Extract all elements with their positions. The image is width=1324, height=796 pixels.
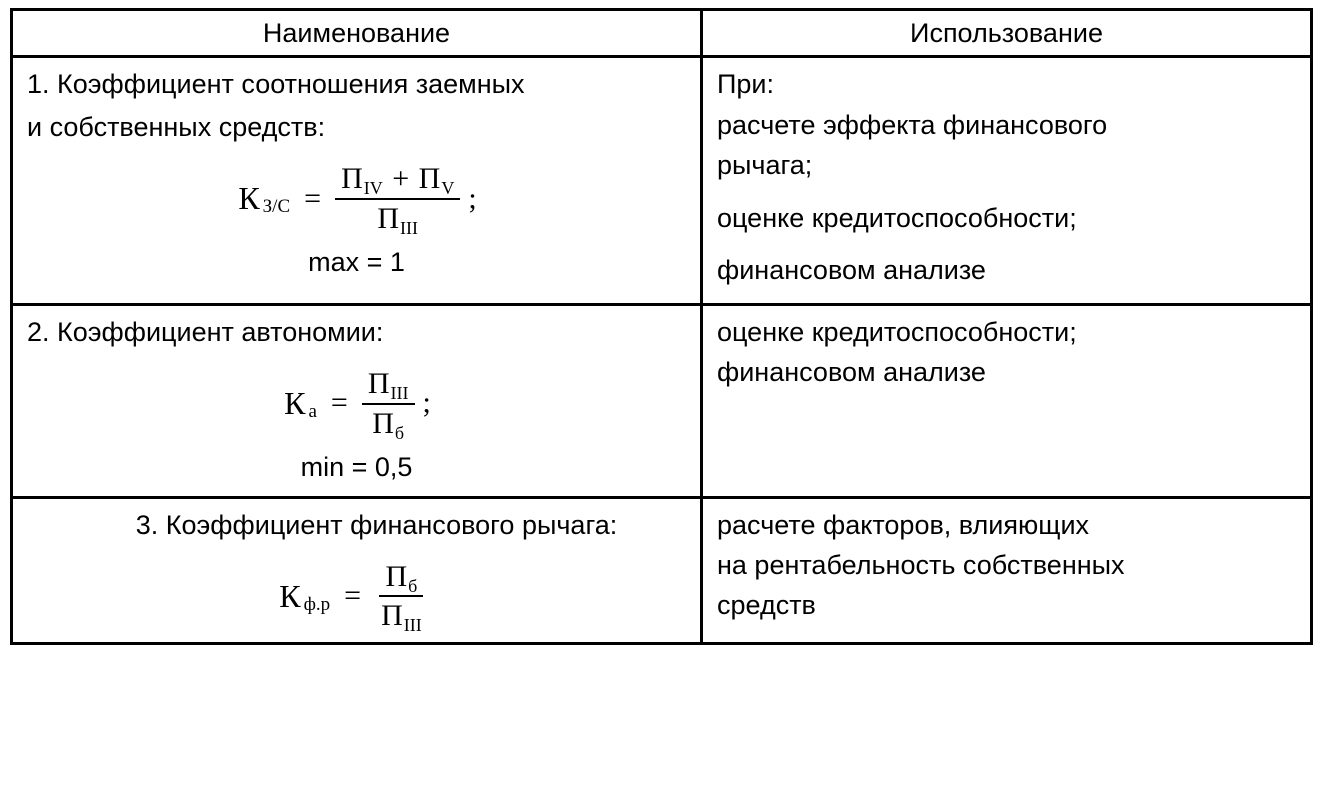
usage-line: оценке кредитоспособности; [717, 314, 1296, 350]
usage-line: расчете эффекта финансового [717, 107, 1296, 143]
cell-usage: оценке кредитоспособности; финансовом ан… [702, 304, 1312, 497]
equals-sign: = [344, 576, 361, 617]
constraint: min = 0,5 [27, 449, 686, 485]
row-title: и собственных средств: [27, 109, 686, 145]
formula-lhs-symbol: К [277, 575, 302, 618]
usage-line: рычага; [717, 147, 1296, 183]
num-t2-sub: V [441, 178, 454, 198]
row-title: 3. Коэффициент финансового рычага: [27, 507, 686, 543]
col-header-usage: Использование [702, 10, 1312, 57]
formula-trailing: ; [423, 383, 431, 424]
fraction: ПIV + ПV ПIII [335, 163, 460, 234]
num-t1-sub: IV [364, 178, 383, 198]
den-base: П [377, 202, 399, 235]
cell-name: 1. Коэффициент соотношения заемных и соб… [12, 57, 702, 304]
num-op: + [390, 162, 411, 195]
table-row: 2. Коэффициент автономии: Ка = ПIII Пб [12, 304, 1312, 497]
table-header-row: Наименование Использование [12, 10, 1312, 57]
table-row: 1. Коэффициент соотношения заемных и соб… [12, 57, 1312, 304]
formula: КЗ/С = ПIV + ПV ПIII ; [27, 163, 686, 234]
formula: Кф.р = Пб ПIII [27, 561, 686, 632]
fraction: Пб ПIII [375, 561, 428, 632]
fraction: ПIII Пб [362, 368, 415, 439]
cell-name: 2. Коэффициент автономии: Ка = ПIII Пб [12, 304, 702, 497]
num-sub: б [408, 576, 417, 596]
equals-sign: = [304, 179, 321, 220]
formula-lhs-symbol: К [282, 382, 307, 425]
cell-usage: При: расчете эффекта финансового рычага;… [702, 57, 1312, 304]
den-sub: б [395, 423, 404, 443]
usage-line: расчете факторов, влияющих [717, 507, 1296, 543]
row-title-text: 3. Коэффициент финансового рычага: [136, 510, 617, 540]
num-base: П [385, 560, 407, 593]
equals-sign: = [331, 383, 348, 424]
coefficients-table: Наименование Использование 1. Коэффициен… [10, 8, 1313, 645]
num-t1-base: П [341, 162, 363, 195]
usage-line: средств [717, 587, 1296, 623]
den-sub: III [400, 218, 418, 238]
formula-lhs-subscript: ф.р [304, 592, 331, 618]
formula-trailing: ; [468, 179, 476, 220]
formula-lhs-subscript: З/С [263, 194, 290, 220]
cell-name: 3. Коэффициент финансового рычага: Кф.р … [12, 497, 702, 643]
num-t2-base: П [419, 162, 441, 195]
constraint: max = 1 [27, 244, 686, 280]
formula: Ка = ПIII Пб ; [27, 368, 686, 439]
col-header-name: Наименование [12, 10, 702, 57]
den-base: П [372, 407, 394, 440]
den-sub: III [404, 615, 422, 635]
formula-lhs-subscript: а [308, 399, 316, 425]
usage-line: финансовом анализе [717, 354, 1296, 390]
num-sub: III [391, 383, 409, 403]
cell-usage: расчете факторов, влияющих на рентабельн… [702, 497, 1312, 643]
usage-line: на рентабельность собственных [717, 547, 1296, 583]
table-row: 3. Коэффициент финансового рычага: Кф.р … [12, 497, 1312, 643]
row-title: 2. Коэффициент автономии: [27, 314, 686, 350]
usage-line: При: [717, 66, 1296, 102]
row-title: 1. Коэффициент соотношения заемных [27, 66, 686, 102]
formula-lhs-symbol: К [236, 177, 261, 220]
usage-line: оценке кредитоспособности; [717, 200, 1296, 236]
usage-line: финансовом анализе [717, 252, 1296, 288]
den-base: П [381, 599, 403, 632]
num-base: П [368, 367, 390, 400]
